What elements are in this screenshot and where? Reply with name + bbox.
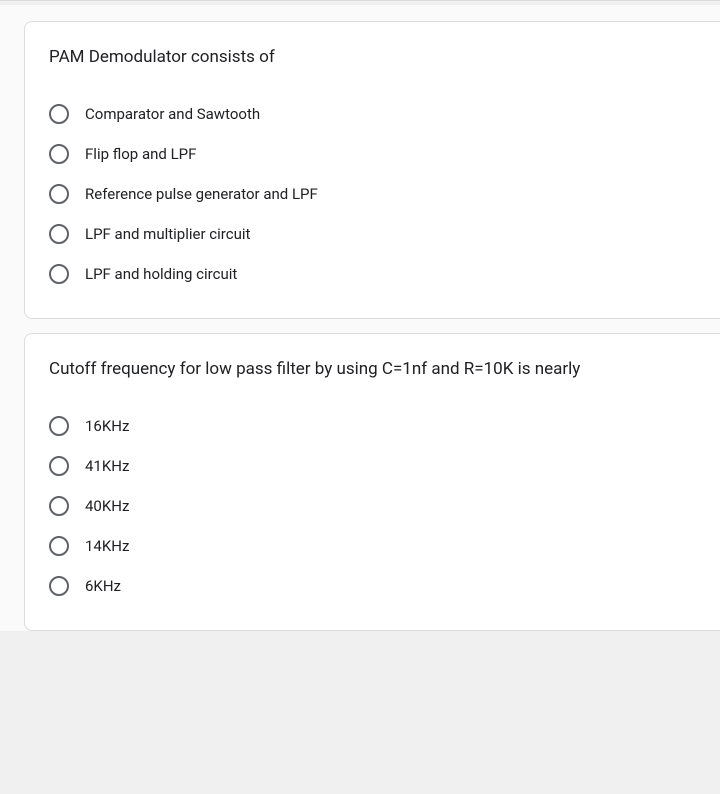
radio-icon[interactable]	[49, 536, 69, 556]
option-row[interactable]: Reference pulse generator and LPF	[49, 174, 696, 214]
option-label: 41KHz	[85, 457, 129, 475]
radio-icon[interactable]	[49, 264, 69, 284]
option-row[interactable]: 6KHz	[49, 566, 696, 606]
option-row[interactable]: 16KHz	[49, 406, 696, 446]
option-label: 40KHz	[85, 497, 129, 515]
option-row[interactable]: LPF and multiplier circuit	[49, 214, 696, 254]
radio-icon[interactable]	[49, 224, 69, 244]
option-label: Comparator and Sawtooth	[85, 105, 260, 123]
radio-icon[interactable]	[49, 144, 69, 164]
option-row[interactable]: 40KHz	[49, 486, 696, 526]
radio-icon[interactable]	[49, 496, 69, 516]
radio-icon[interactable]	[49, 184, 69, 204]
radio-icon[interactable]	[49, 456, 69, 476]
radio-icon[interactable]	[49, 104, 69, 124]
option-label: LPF and multiplier circuit	[85, 225, 250, 243]
option-label: 14KHz	[85, 537, 129, 555]
option-row[interactable]: LPF and holding circuit	[49, 254, 696, 294]
radio-icon[interactable]	[49, 416, 69, 436]
option-label: LPF and holding circuit	[85, 265, 237, 283]
option-row[interactable]: 14KHz	[49, 526, 696, 566]
option-label: Flip flop and LPF	[85, 145, 196, 163]
question-prompt: PAM Demodulator consists of	[49, 46, 696, 70]
form-page: PAM Demodulator consists of Comparator a…	[0, 5, 720, 631]
option-label: 16KHz	[85, 417, 129, 435]
question-prompt: Cutoff frequency for low pass filter by …	[49, 358, 696, 382]
option-label: Reference pulse generator and LPF	[85, 185, 318, 203]
top-divider	[0, 0, 720, 1]
radio-icon[interactable]	[49, 576, 69, 596]
option-label: 6KHz	[85, 577, 121, 595]
question-card-1: PAM Demodulator consists of Comparator a…	[24, 21, 720, 319]
question-card-2: Cutoff frequency for low pass filter by …	[24, 333, 720, 631]
option-row[interactable]: 41KHz	[49, 446, 696, 486]
option-row[interactable]: Flip flop and LPF	[49, 134, 696, 174]
option-row[interactable]: Comparator and Sawtooth	[49, 94, 696, 134]
